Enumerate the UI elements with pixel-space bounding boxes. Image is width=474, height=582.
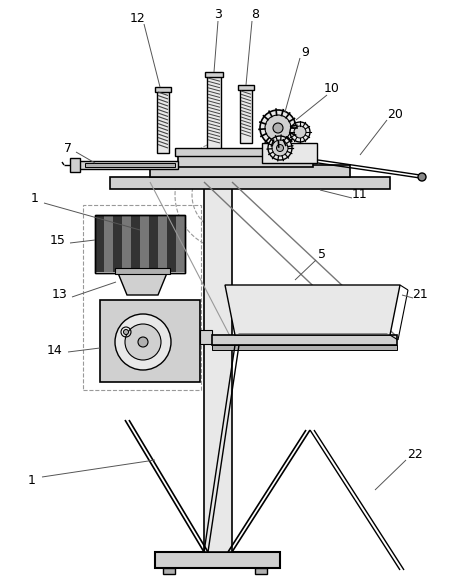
Bar xyxy=(115,268,170,274)
Bar xyxy=(178,153,313,167)
Bar xyxy=(155,552,280,568)
Bar xyxy=(175,148,310,156)
Polygon shape xyxy=(118,273,167,295)
Circle shape xyxy=(272,140,288,156)
Text: 12: 12 xyxy=(130,12,146,24)
Text: 15: 15 xyxy=(50,233,66,247)
Bar xyxy=(205,72,223,77)
Bar xyxy=(150,165,350,177)
Text: 11: 11 xyxy=(352,189,368,201)
Bar xyxy=(212,335,397,345)
Circle shape xyxy=(260,110,296,146)
Bar xyxy=(70,158,80,172)
Bar xyxy=(240,88,252,143)
Bar xyxy=(140,216,149,272)
Bar xyxy=(176,216,185,272)
Bar xyxy=(95,215,185,273)
Bar xyxy=(85,163,175,167)
Bar xyxy=(155,87,171,92)
Polygon shape xyxy=(225,285,400,335)
Bar xyxy=(131,216,140,272)
Circle shape xyxy=(273,123,283,133)
Bar xyxy=(110,177,390,189)
Circle shape xyxy=(125,324,161,360)
Text: 7: 7 xyxy=(64,141,72,154)
Bar xyxy=(113,216,122,272)
Bar xyxy=(95,215,185,273)
Circle shape xyxy=(268,136,292,160)
Text: 1: 1 xyxy=(28,474,36,487)
Circle shape xyxy=(138,337,148,347)
Bar xyxy=(204,182,232,552)
Bar xyxy=(157,90,169,153)
Bar xyxy=(163,568,175,574)
Bar xyxy=(104,216,113,272)
Text: 21: 21 xyxy=(412,289,428,301)
Text: 8: 8 xyxy=(251,8,259,20)
Bar xyxy=(122,216,131,272)
Text: 9: 9 xyxy=(301,45,309,59)
Bar xyxy=(83,205,201,390)
Text: 22: 22 xyxy=(407,449,423,462)
Bar xyxy=(262,143,317,163)
Circle shape xyxy=(418,173,426,181)
Bar xyxy=(255,568,267,574)
Circle shape xyxy=(294,126,306,138)
Bar xyxy=(167,216,176,272)
Bar xyxy=(100,300,200,382)
Circle shape xyxy=(290,122,310,142)
Text: 1: 1 xyxy=(31,191,39,204)
Text: 14: 14 xyxy=(47,343,63,357)
Circle shape xyxy=(115,314,171,370)
Text: 13: 13 xyxy=(52,289,68,301)
Bar xyxy=(200,330,212,344)
Circle shape xyxy=(265,115,291,141)
Bar xyxy=(149,216,158,272)
Bar xyxy=(207,75,221,153)
Text: 20: 20 xyxy=(387,108,403,122)
Circle shape xyxy=(276,144,283,151)
Bar xyxy=(158,216,167,272)
Text: 5: 5 xyxy=(318,249,326,261)
Text: 3: 3 xyxy=(214,8,222,20)
Bar xyxy=(238,85,254,90)
Bar xyxy=(95,216,104,272)
Bar xyxy=(212,345,397,350)
Circle shape xyxy=(124,329,128,335)
Bar xyxy=(78,161,178,169)
Text: 10: 10 xyxy=(324,81,340,94)
